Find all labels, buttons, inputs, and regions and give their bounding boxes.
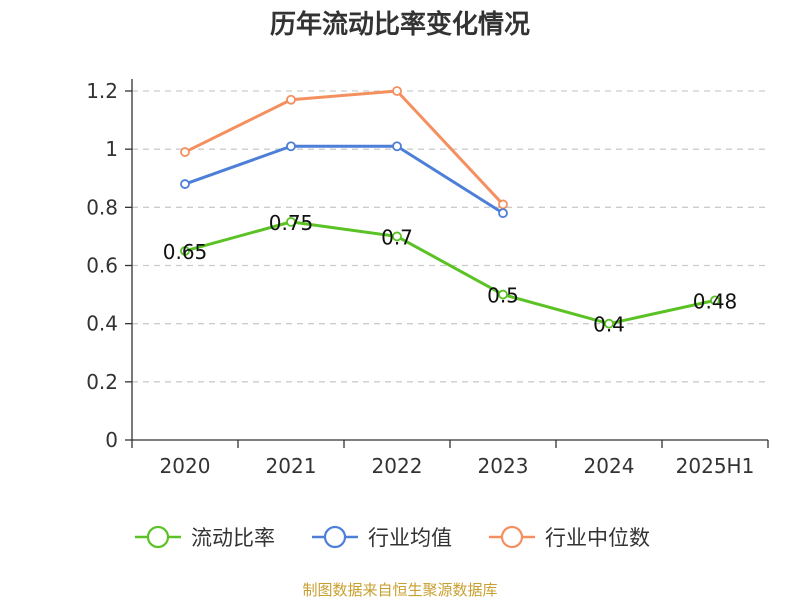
data-point (710, 295, 720, 306)
grid (132, 90, 768, 383)
data-label: 0.65 (163, 240, 208, 264)
x-tick-label: 2024 (584, 454, 635, 478)
data-point (392, 231, 402, 242)
x-tick-label: 2025H1 (676, 454, 755, 478)
x-tick-label: 2020 (160, 454, 211, 478)
data-point (180, 179, 190, 189)
y-tick-label: 1 (105, 137, 118, 161)
y-tick-label: 1.2 (86, 79, 118, 103)
y-tick-label: 0 (105, 428, 118, 452)
data-point (286, 94, 296, 105)
legend-label: 流动比率 (191, 526, 275, 550)
y-tick-label: 0.4 (86, 312, 118, 336)
y-tick-label: 0.8 (86, 195, 118, 219)
data-point (498, 208, 508, 219)
series-line (184, 220, 716, 326)
data-point (286, 216, 296, 227)
data-label: 0.5 (487, 284, 519, 308)
x-tick-label: 2022 (372, 454, 423, 478)
series-line (184, 89, 505, 206)
data-point (392, 141, 402, 152)
x-tick-label: 2021 (266, 454, 317, 478)
data-point (286, 141, 296, 152)
data-label: 0.75 (269, 211, 314, 235)
legend-marker (323, 525, 347, 549)
data-label: 0.48 (693, 289, 738, 313)
y-tick-label: 0.6 (86, 254, 118, 278)
axes: 0 0.2 0.4 0.6 0.8 1 1.2 2020 2021 2022 2023 2024 202… (86, 79, 769, 478)
data-label: 0.4 (593, 313, 625, 337)
data-point (498, 289, 508, 300)
legend[interactable]: 流动比率 行业均值 行业中位数 (135, 525, 650, 550)
data-point (604, 318, 614, 329)
series (180, 86, 720, 329)
y-tick-label: 0.2 (86, 370, 118, 394)
legend-label: 行业均值 (368, 526, 452, 550)
legend-marker (146, 525, 170, 549)
chart-title: 历年流动比率变化情况 (270, 9, 530, 40)
data-point (180, 246, 190, 256)
legend-label: 行业中位数 (545, 526, 650, 550)
legend-marker (500, 525, 524, 549)
source-note: 制图数据来自恒生聚源数据库 (302, 581, 497, 599)
series-line (184, 144, 504, 215)
data-point (180, 147, 190, 157)
data-label: 0.7 (381, 225, 413, 249)
x-tick-label: 2023 (478, 454, 529, 478)
data-labels: 0.65 0.75 0.7 0.5 0.4 0.48 (163, 211, 738, 337)
data-point (498, 199, 508, 210)
data-point (392, 86, 402, 96)
